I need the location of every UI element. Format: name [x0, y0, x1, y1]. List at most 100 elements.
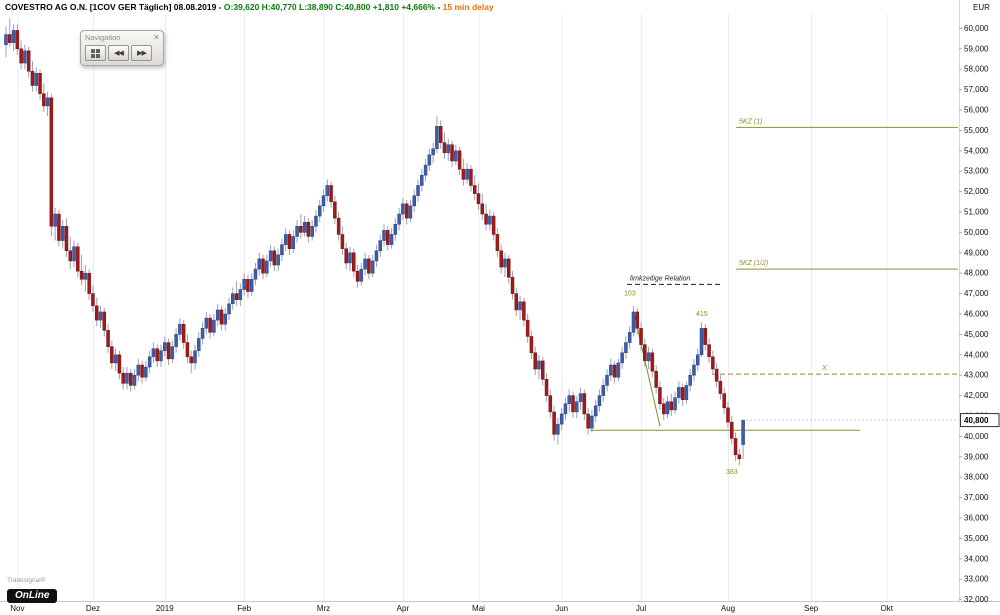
candle-body — [355, 270, 360, 282]
candle-body — [215, 309, 220, 321]
candle-body — [563, 403, 568, 415]
candle-body — [737, 454, 742, 460]
price-tick-label: 60,000 — [964, 24, 989, 33]
logo-product-text: OnLine — [15, 590, 50, 601]
candle-body — [227, 303, 231, 315]
candle-body — [336, 217, 341, 235]
annotation-text: 415 — [696, 311, 708, 318]
price-tick-label: 37,000 — [964, 493, 989, 502]
candles-series[interactable] — [4, 18, 745, 465]
close-icon[interactable]: × — [153, 32, 159, 42]
candle-body — [605, 374, 609, 386]
candle-body — [442, 142, 447, 154]
candle-body — [590, 415, 594, 429]
candle-body — [185, 342, 190, 358]
navigation-panel[interactable]: Navigation × ◀◀ ▶▶ — [80, 30, 164, 66]
price-tick-label: 50,000 — [964, 228, 989, 237]
candle-body — [272, 250, 277, 266]
price-tick-label: 32,000 — [964, 595, 989, 604]
price-tick-label: 51,000 — [964, 208, 989, 217]
price-tick-label: 33,000 — [964, 575, 989, 584]
candle-body — [593, 405, 598, 417]
candle-body — [45, 97, 50, 107]
price-tick-label: 42,000 — [964, 391, 989, 400]
navigation-panel-titlebar[interactable]: Navigation × — [85, 32, 159, 43]
price-axis[interactable]: EUR 60,000 59,000 58,000 57,000 56,000 55,000 5… — [959, 3, 990, 604]
candle-body — [128, 372, 133, 386]
candle-body — [170, 346, 175, 360]
candle-body — [643, 344, 647, 362]
price-tick-label: 57,000 — [964, 85, 989, 94]
grid-icon — [91, 48, 100, 58]
candle-body — [166, 342, 171, 360]
grid-view-button[interactable] — [85, 45, 106, 61]
price-tick-label: 53,000 — [964, 167, 989, 176]
candle-body — [650, 352, 655, 372]
candle-body — [484, 213, 488, 225]
candle-body — [514, 293, 519, 311]
candle-body — [688, 374, 692, 386]
candle-body — [401, 203, 405, 215]
header-separator: - — [216, 2, 224, 12]
candle-body — [200, 328, 205, 339]
candle-body — [163, 342, 167, 351]
price-tick-label: 39,000 — [964, 452, 989, 461]
candle-body — [707, 344, 711, 358]
candle-body — [435, 126, 439, 150]
delay-notice: 15 min delay — [442, 2, 494, 12]
candle-body — [87, 272, 91, 294]
candle-body — [423, 164, 428, 176]
candle-body — [412, 195, 416, 207]
candle-body — [265, 260, 269, 274]
candle-body — [321, 195, 326, 207]
candle-body — [91, 293, 95, 307]
trend-line — [633, 312, 661, 427]
time-axis[interactable]: Nov Dez 2019 Feb Mrz Apr Mai Jun Jul Aug Sep Okt — [10, 604, 894, 613]
candle-body — [518, 301, 522, 311]
candle-body — [616, 362, 621, 378]
candle-body — [72, 246, 76, 262]
candle-body — [4, 34, 8, 45]
candle-body — [612, 364, 617, 378]
candle-body — [283, 234, 288, 245]
candle-body — [491, 215, 496, 235]
candle-body — [695, 354, 700, 366]
price-tick-label: 36,000 — [964, 514, 989, 523]
candle-body — [257, 258, 262, 270]
candle-body — [83, 272, 88, 280]
candle-body — [193, 350, 197, 364]
month-gridlines — [17, 14, 888, 601]
candle-body — [393, 223, 398, 235]
price-tick-label: 54,000 — [964, 146, 989, 155]
candle-body — [79, 270, 84, 280]
candle-body — [291, 236, 296, 249]
candle-body — [624, 342, 628, 354]
candle-body — [155, 348, 159, 362]
navigation-panel-title: Navigation — [85, 33, 121, 42]
candle-body — [359, 268, 364, 282]
level-label: 5KZ (1/2) — [739, 260, 768, 267]
last-price-label: 40,800 — [964, 416, 989, 425]
candle-body — [533, 352, 537, 370]
price-tick-label: 46,000 — [964, 310, 989, 319]
candle-body — [125, 372, 129, 384]
month-label: Jul — [636, 604, 646, 613]
step-forward-button[interactable]: ▶▶ — [131, 45, 152, 61]
candle-body — [42, 93, 46, 107]
candle-body — [661, 403, 666, 415]
candle-body — [106, 330, 110, 347]
candle-body — [522, 301, 526, 321]
step-back-button[interactable]: ◀◀ — [108, 45, 129, 61]
candle-body — [692, 364, 696, 376]
candle-body — [741, 419, 745, 445]
logo-box: OnLine — [7, 589, 58, 603]
candle-body — [620, 352, 624, 364]
candle-body — [363, 258, 367, 270]
candle-body — [639, 328, 643, 345]
month-label: Mai — [472, 604, 485, 613]
candle-body — [223, 313, 227, 325]
candle-body — [246, 279, 250, 292]
candle-body — [503, 258, 507, 268]
